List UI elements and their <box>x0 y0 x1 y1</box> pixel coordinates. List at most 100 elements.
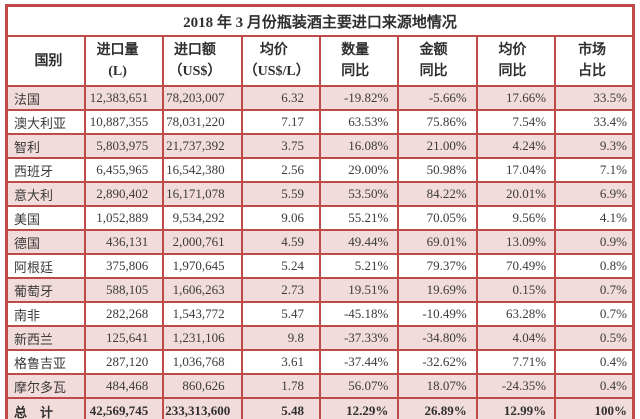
country-cell: 摩尔多瓦 <box>5 373 86 399</box>
value-cell: -10.49% <box>397 301 478 327</box>
value-cell: 78,031,220 <box>162 109 243 135</box>
country-cell: 葡萄牙 <box>5 277 86 303</box>
value-cell: 79.37% <box>397 253 478 279</box>
column-header: 金额 同比 <box>397 35 478 87</box>
country-cell: 意大利 <box>5 181 86 207</box>
value-cell: 75.86% <box>397 109 478 135</box>
country-cell: 格鲁吉亚 <box>5 349 86 375</box>
value-cell: 7.54% <box>475 109 557 135</box>
country-cell: 总 计 <box>5 397 86 419</box>
value-cell: 21.00% <box>397 133 478 159</box>
value-cell: 78,203,007 <box>162 85 243 111</box>
table-row: 格鲁吉亚 287,120 1,036,768 3.61 -37.44% -32.62% 7.… <box>5 349 635 375</box>
value-cell: 17.04% <box>475 157 557 183</box>
country-cell: 智利 <box>5 133 86 159</box>
total-row: 总 计 42,569,745 233,313,600 5.48 12.29% 26.89%… <box>5 397 635 419</box>
column-header: 市场 占比 <box>554 35 635 87</box>
value-cell: 63.53% <box>318 109 400 135</box>
value-cell: 5.24 <box>240 253 322 279</box>
value-cell: 50.98% <box>397 157 478 183</box>
value-cell: 125,641 <box>83 325 165 351</box>
country-cell: 新西兰 <box>5 325 86 351</box>
value-cell: 9.8 <box>240 325 322 351</box>
value-cell: 0.7% <box>554 277 635 303</box>
value-cell: 16,171,078 <box>162 181 243 207</box>
value-cell: 0.4% <box>554 349 635 375</box>
value-cell: 436,131 <box>83 229 165 255</box>
country-cell: 澳大利亚 <box>5 109 86 135</box>
value-cell: 233,313,600 <box>162 397 243 419</box>
value-cell: 0.5% <box>554 325 635 351</box>
value-cell: 53.50% <box>318 181 400 207</box>
value-cell: 2.73 <box>240 277 322 303</box>
value-cell: 2.56 <box>240 157 322 183</box>
value-cell: 1,052,889 <box>83 205 165 231</box>
value-cell: -19.82% <box>318 85 400 111</box>
table-row: 阿根廷 375,806 1,970,645 5.24 5.21% 79.37% 70.49%… <box>5 253 635 279</box>
title-row: 2018 年 3 月份瓶装酒主要进口来源地情况 <box>5 4 635 37</box>
table-row: 德国 436,131 2,000,761 4.59 49.44% 69.01% 13.09%… <box>5 229 635 255</box>
table-row: 新西兰 125,641 1,231,106 9.8 -37.33% -34.80% 4.04… <box>5 325 635 351</box>
value-cell: 20.01% <box>475 181 557 207</box>
column-header: 均价 同比 <box>475 35 557 87</box>
value-cell: 9.06 <box>240 205 322 231</box>
value-cell: -37.44% <box>318 349 400 375</box>
value-cell: 0.9% <box>554 229 635 255</box>
table-head: 2018 年 3 月份瓶装酒主要进口来源地情况 国别 进口量 (L) 进口额 （US… <box>5 4 635 87</box>
value-cell: 4.1% <box>554 205 635 231</box>
value-cell: 55.21% <box>318 205 400 231</box>
value-cell: 84.22% <box>397 181 478 207</box>
table-row: 南非 282,268 1,543,772 5.47 -45.18% -10.49% 63.2… <box>5 301 635 327</box>
table-row: 澳大利亚 10,887,355 78,031,220 7.17 63.53% 75.86%… <box>5 109 635 135</box>
value-cell: 7.71% <box>475 349 557 375</box>
value-cell: 12.99% <box>475 397 557 419</box>
value-cell: 56.07% <box>318 373 400 399</box>
value-cell: 0.8% <box>554 253 635 279</box>
value-cell: 69.01% <box>397 229 478 255</box>
value-cell: 5,803,975 <box>83 133 165 159</box>
value-cell: 1,970,645 <box>162 253 243 279</box>
table-row: 美国 1,052,889 9,534,292 9.06 55.21% 70.05% 9.56… <box>5 205 635 231</box>
value-cell: 4.24% <box>475 133 557 159</box>
table-row: 西班牙 6,455,965 16,542,380 2.56 29.00% 50.98% 17… <box>5 157 635 183</box>
value-cell: 63.28% <box>475 301 557 327</box>
value-cell: -45.18% <box>318 301 400 327</box>
country-cell: 西班牙 <box>5 157 86 183</box>
value-cell: 0.15% <box>475 277 557 303</box>
value-cell: 1,036,768 <box>162 349 243 375</box>
value-cell: 70.49% <box>475 253 557 279</box>
value-cell: 19.51% <box>318 277 400 303</box>
value-cell: 33.4% <box>554 109 635 135</box>
country-cell: 阿根廷 <box>5 253 86 279</box>
import-table: 2018 年 3 月份瓶装酒主要进口来源地情况 国别 进口量 (L) 进口额 （US… <box>5 4 635 419</box>
value-cell: 21,737,392 <box>162 133 243 159</box>
value-cell: 5.59 <box>240 181 322 207</box>
value-cell: 484,468 <box>83 373 165 399</box>
value-cell: 29.00% <box>318 157 400 183</box>
value-cell: 9.56% <box>475 205 557 231</box>
table-row: 法国 12,383,651 78,203,007 6.32 -19.82% -5.66% 1… <box>5 85 635 111</box>
value-cell: 2,000,761 <box>162 229 243 255</box>
value-cell: 6,455,965 <box>83 157 165 183</box>
value-cell: 3.75 <box>240 133 322 159</box>
value-cell: 5.47 <box>240 301 322 327</box>
value-cell: 1,606,263 <box>162 277 243 303</box>
value-cell: 12.29% <box>318 397 400 419</box>
value-cell: 13.09% <box>475 229 557 255</box>
table-header-row: 国别 进口量 (L) 进口额 （US$） 均价 （US$/L） 数量 同比 金额 同比 均价… <box>5 35 635 87</box>
value-cell: 10,887,355 <box>83 109 165 135</box>
table-row: 葡萄牙 588,105 1,606,263 2.73 19.51% 19.69% 0.15%… <box>5 277 635 303</box>
country-cell: 德国 <box>5 229 86 255</box>
value-cell: 0.7% <box>554 301 635 327</box>
value-cell: -37.33% <box>318 325 400 351</box>
value-cell: 16.08% <box>318 133 400 159</box>
value-cell: -24.35% <box>475 373 557 399</box>
value-cell: 5.21% <box>318 253 400 279</box>
column-header: 进口量 (L) <box>83 35 165 87</box>
value-cell: 26.89% <box>397 397 478 419</box>
value-cell: 16,542,380 <box>162 157 243 183</box>
value-cell: 17.66% <box>475 85 557 111</box>
value-cell: 33.5% <box>554 85 635 111</box>
value-cell: 287,120 <box>83 349 165 375</box>
